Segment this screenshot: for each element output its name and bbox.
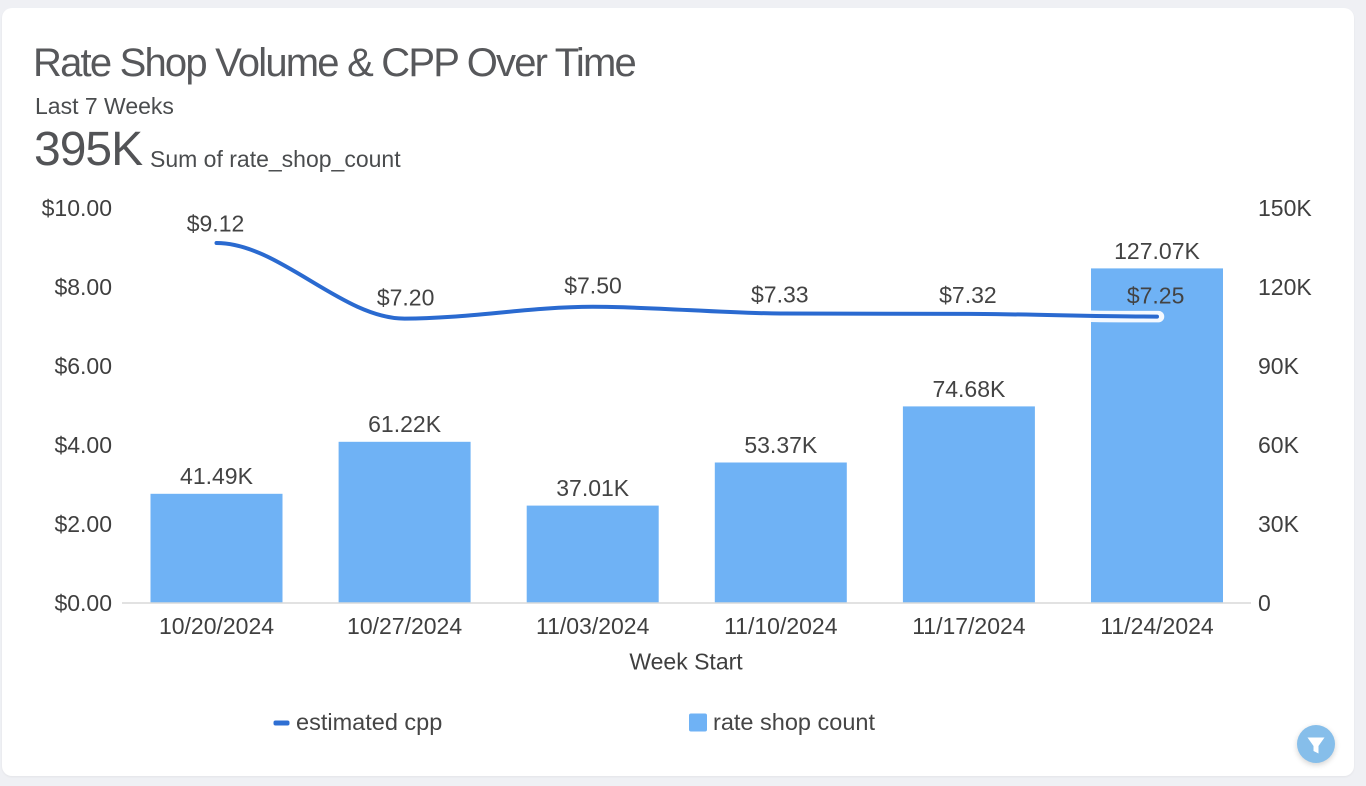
svg-text:120K: 120K <box>1258 274 1312 300</box>
svg-text:11/10/2024: 11/10/2024 <box>724 613 838 639</box>
svg-text:41.49K: 41.49K <box>180 463 254 489</box>
svg-text:11/17/2024: 11/17/2024 <box>912 613 1026 639</box>
svg-text:$7.50: $7.50 <box>564 272 622 298</box>
svg-text:30K: 30K <box>1258 511 1300 537</box>
svg-text:$8.00: $8.00 <box>54 274 112 300</box>
svg-text:37.01K: 37.01K <box>556 475 630 501</box>
svg-text:61.22K: 61.22K <box>368 411 442 437</box>
svg-text:Week Start: Week Start <box>629 649 743 675</box>
svg-text:$9.12: $9.12 <box>187 211 245 237</box>
svg-text:11/03/2024: 11/03/2024 <box>536 613 650 639</box>
svg-text:$7.20: $7.20 <box>377 285 435 311</box>
svg-text:estimated cpp: estimated cpp <box>296 709 442 735</box>
svg-text:$7.25: $7.25 <box>1127 283 1185 309</box>
svg-text:$7.32: $7.32 <box>939 282 997 308</box>
svg-text:10/27/2024: 10/27/2024 <box>347 613 462 639</box>
svg-text:127.07K: 127.07K <box>1114 238 1200 264</box>
svg-text:$4.00: $4.00 <box>54 432 112 458</box>
svg-text:10/20/2024: 10/20/2024 <box>159 613 274 639</box>
svg-text:$10.00: $10.00 <box>42 195 112 221</box>
svg-text:$7.33: $7.33 <box>751 282 809 308</box>
svg-text:53.37K: 53.37K <box>744 432 818 458</box>
svg-text:$0.00: $0.00 <box>54 590 112 616</box>
svg-text:90K: 90K <box>1258 353 1300 379</box>
svg-text:11/24/2024: 11/24/2024 <box>1100 613 1214 639</box>
svg-text:150K: 150K <box>1258 195 1312 221</box>
svg-text:60K: 60K <box>1258 432 1300 458</box>
svg-text:$2.00: $2.00 <box>54 511 112 537</box>
svg-text:0: 0 <box>1258 590 1271 616</box>
svg-text:74.68K: 74.68K <box>932 376 1006 402</box>
svg-text:$6.00: $6.00 <box>54 353 112 379</box>
svg-text:rate shop count: rate shop count <box>713 709 875 735</box>
